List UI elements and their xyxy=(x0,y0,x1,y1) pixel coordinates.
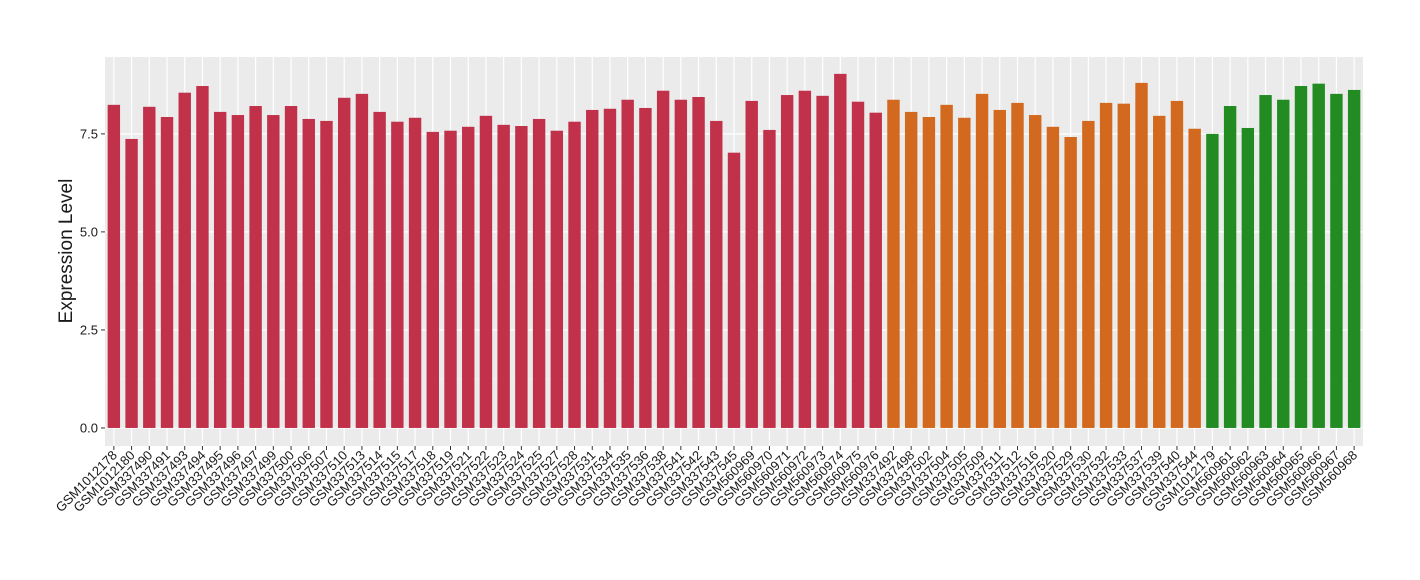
bar xyxy=(373,111,386,428)
bar xyxy=(710,120,723,428)
bar xyxy=(904,111,918,428)
bar xyxy=(763,129,776,428)
bar xyxy=(639,107,652,428)
bar xyxy=(1099,102,1113,428)
bar xyxy=(727,152,741,428)
bar xyxy=(284,106,298,428)
bar xyxy=(143,106,156,428)
bar xyxy=(408,117,422,428)
bar xyxy=(1188,128,1201,428)
bar xyxy=(1082,120,1095,428)
bar xyxy=(1206,133,1219,428)
bar xyxy=(444,130,457,428)
bar xyxy=(887,99,900,428)
bar xyxy=(1294,86,1308,428)
bar xyxy=(1241,127,1255,428)
bar xyxy=(178,92,191,428)
bar xyxy=(267,115,280,428)
bar xyxy=(1347,89,1361,428)
bar xyxy=(1046,126,1060,428)
bar xyxy=(391,121,404,428)
bar xyxy=(107,104,121,428)
bar xyxy=(1064,136,1077,428)
y-tick-label: 2.5 xyxy=(80,322,98,337)
bar xyxy=(586,109,599,428)
bar xyxy=(745,100,758,428)
y-tick-label: 5.0 xyxy=(80,224,98,239)
bar xyxy=(674,99,688,428)
bar xyxy=(993,109,1006,428)
bar xyxy=(249,106,262,428)
bar xyxy=(231,115,245,428)
bar xyxy=(816,95,829,428)
bar xyxy=(603,108,617,428)
y-axis-title: Expression Level xyxy=(56,179,77,324)
y-tick-label: 7.5 xyxy=(80,126,98,141)
bar xyxy=(922,116,936,428)
bar xyxy=(1330,93,1343,428)
bar xyxy=(1277,99,1290,428)
bar xyxy=(302,118,315,428)
bar xyxy=(1223,106,1237,428)
bar xyxy=(479,115,493,428)
bar xyxy=(337,97,351,428)
bar xyxy=(834,73,847,428)
bar xyxy=(798,90,812,428)
bar xyxy=(851,101,865,428)
y-tick-label: 0.0 xyxy=(80,420,98,435)
bar xyxy=(550,130,564,428)
bar xyxy=(426,131,439,428)
bar xyxy=(1170,100,1184,428)
bar xyxy=(975,93,989,428)
bar xyxy=(1011,102,1024,428)
bar xyxy=(958,117,971,428)
bar xyxy=(621,99,634,428)
bar xyxy=(780,95,794,428)
bar xyxy=(1312,83,1325,428)
bar xyxy=(1117,103,1131,428)
bar xyxy=(125,138,138,428)
bar xyxy=(355,93,369,428)
bar xyxy=(213,111,227,428)
bar xyxy=(532,118,546,428)
bar xyxy=(196,86,209,428)
bar xyxy=(1029,115,1042,428)
bar xyxy=(656,90,670,428)
bar xyxy=(515,126,528,428)
bar xyxy=(497,124,510,428)
bar xyxy=(1153,115,1166,428)
bar xyxy=(568,121,581,428)
bar xyxy=(160,116,174,428)
bar xyxy=(320,120,333,428)
bar xyxy=(1259,95,1272,428)
bar xyxy=(1135,82,1148,428)
bar xyxy=(940,104,953,428)
bar xyxy=(462,126,475,428)
bar xyxy=(869,112,882,428)
bar xyxy=(692,96,705,428)
